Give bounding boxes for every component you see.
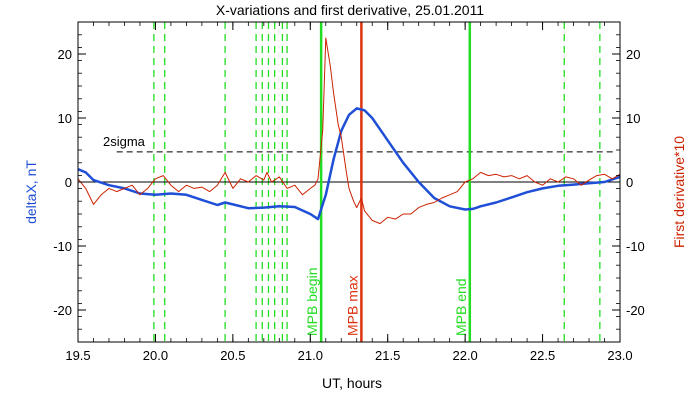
y-tick-label-left-0: 20 [58, 47, 72, 62]
series-derivative-line [77, 37, 621, 225]
x-axis-label: UT, hours [322, 375, 382, 391]
x-tick-label-2: 20.5 [220, 348, 245, 363]
x-tick-label-5: 22.0 [452, 348, 477, 363]
x-tick-label-1: 20.0 [143, 348, 168, 363]
y-tick-label-right-0: 20 [626, 47, 640, 62]
y-tick-label-left-3: -10 [53, 239, 72, 254]
y-tick-label-left-1: 10 [58, 111, 72, 126]
y-tick-label-right-2: 0 [626, 175, 633, 190]
chart-title: X-variations and first derivative, 25.01… [216, 2, 484, 18]
annotation-layer: MPB begin MPB max MPB end [78, 22, 620, 342]
x-tick-label-0: 19.5 [65, 348, 90, 363]
y-tick-label-left-2: 0 [65, 175, 72, 190]
y-axis-label-left: deltaX, nT [23, 160, 39, 224]
x-tick-label-6: 22.5 [530, 348, 555, 363]
y-tick-label-right-1: 10 [626, 111, 640, 126]
y-tick-label-right-3: -10 [626, 239, 645, 254]
axes-layer: 19.5 20.0 20.5 21.0 21.5 22.0 22.5 23.0 20 20 10 10… [53, 21, 645, 363]
marker-label-0: MPB begin [304, 268, 320, 336]
x-tick-label-4: 21.5 [375, 348, 400, 363]
marker-label-2: MPB end [453, 278, 469, 336]
x-tick-label-7: 23.0 [607, 348, 632, 363]
data-layer [77, 37, 621, 225]
y-tick-label-right-4: -20 [626, 303, 645, 318]
marker-label-1: MPB max [344, 275, 360, 336]
y-tick-label-left-4: -20 [53, 303, 72, 318]
y-axis-label-right: First derivative*10 [671, 136, 687, 248]
threshold-label: 2sigma [103, 134, 146, 149]
x-tick-label-3: 21.0 [298, 348, 323, 363]
series-deltaX-line [77, 107, 621, 221]
